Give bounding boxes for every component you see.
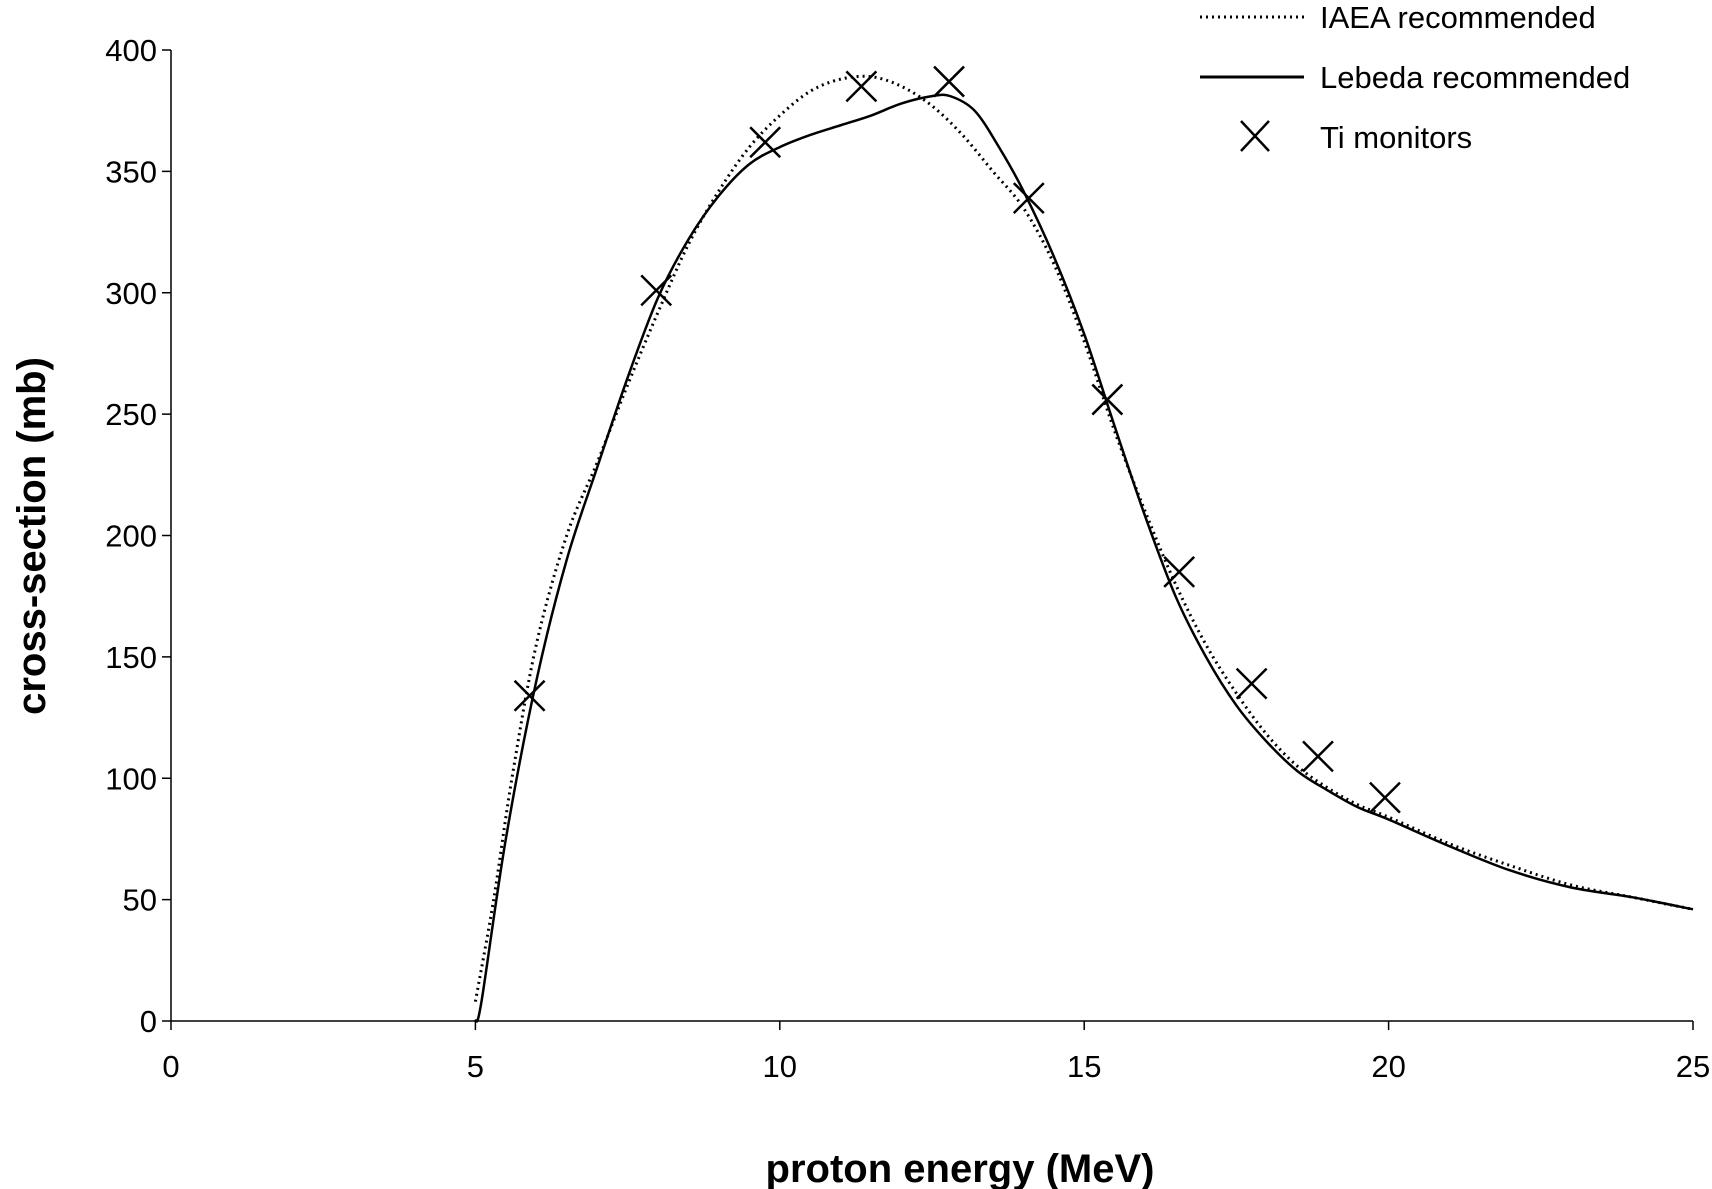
plot-area xyxy=(473,65,1694,1023)
y-tick-label: 100 xyxy=(105,761,157,796)
x-tick-label: 5 xyxy=(467,1049,484,1084)
ti-monitor-point xyxy=(1163,556,1196,588)
ti-monitor-point xyxy=(749,126,782,159)
marker-stroke xyxy=(933,65,965,98)
x-tick-label: 15 xyxy=(1067,1049,1101,1084)
marker-stroke xyxy=(1235,667,1268,700)
ti-monitor-point xyxy=(513,679,546,712)
x-tick-label: 10 xyxy=(763,1049,797,1084)
y-tick-label: 150 xyxy=(105,640,157,675)
marker-stroke xyxy=(1091,383,1124,416)
marker-stroke xyxy=(1302,740,1334,773)
y-tick-label: 250 xyxy=(105,397,157,432)
marker-stroke xyxy=(640,274,673,307)
marker-stroke xyxy=(845,70,878,103)
ti-monitor-point xyxy=(1012,182,1045,214)
ti-monitor-point xyxy=(933,65,965,98)
x-tick-label: 0 xyxy=(162,1049,179,1084)
y-tick-label: 0 xyxy=(140,1004,157,1039)
series-iaea-recommended xyxy=(473,74,1694,1002)
series-ti-monitors xyxy=(513,65,1401,814)
y-tick-label: 400 xyxy=(105,33,157,68)
marker-stroke xyxy=(1369,781,1401,814)
legend: IAEA recommended Lebeda recommended Ti m… xyxy=(1200,0,1630,155)
x-axis-title: proton energy (MeV) xyxy=(766,1147,1155,1189)
ti-monitor-point xyxy=(1369,781,1401,814)
marker-stroke xyxy=(749,126,782,159)
x-tick-labels: 0 5 10 15 20 25 xyxy=(162,1049,1710,1084)
legend-label-ti: Ti monitors xyxy=(1320,120,1472,155)
ti-monitor-point xyxy=(845,70,878,103)
y-tick-label: 200 xyxy=(105,519,157,554)
legend-label-iaea: IAEA recommended xyxy=(1320,0,1596,35)
series-lebeda-recommended xyxy=(474,93,1694,1023)
marker-stroke xyxy=(1012,182,1045,214)
y-tick-label: 350 xyxy=(105,154,157,189)
y-tick-label: 50 xyxy=(123,883,157,918)
axes xyxy=(162,49,1694,1030)
marker-stroke xyxy=(1163,556,1196,588)
y-tick-labels: 0 50 100 150 200 250 300 350 400 xyxy=(105,33,157,1039)
ti-monitor-point xyxy=(640,274,673,307)
ti-monitor-point xyxy=(1091,383,1124,416)
marker-stroke xyxy=(513,679,546,712)
ti-monitor-point xyxy=(1235,667,1268,700)
x-tick-label: 20 xyxy=(1371,1049,1405,1084)
ti-monitor-point xyxy=(1302,740,1334,773)
y-axis-title: cross-section (mb) xyxy=(10,357,54,715)
y-tick-label: 300 xyxy=(105,276,157,311)
legend-label-lebeda: Lebeda recommended xyxy=(1320,60,1630,95)
legend-swatch-ti-marker xyxy=(1240,120,1270,152)
x-tick-label: 25 xyxy=(1676,1049,1710,1084)
